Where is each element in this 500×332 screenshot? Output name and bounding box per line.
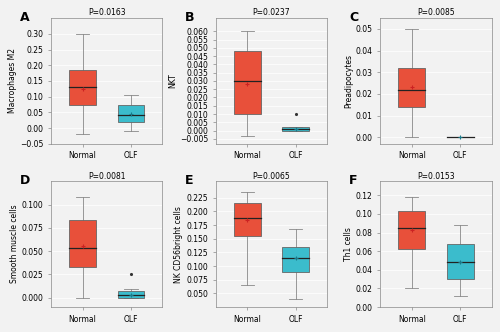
Y-axis label: NKT: NKT — [168, 74, 177, 88]
Bar — [70, 220, 96, 267]
Title: P=0.0085: P=0.0085 — [417, 8, 455, 17]
Bar — [70, 70, 96, 105]
Text: B: B — [184, 11, 194, 24]
Bar — [234, 203, 260, 236]
Bar — [118, 291, 144, 298]
Y-axis label: Macrophages M2: Macrophages M2 — [8, 48, 18, 114]
Bar — [398, 211, 425, 249]
Bar — [282, 127, 309, 130]
Bar — [398, 68, 425, 107]
Y-axis label: Smooth muscle cells: Smooth muscle cells — [10, 205, 19, 284]
Text: C: C — [349, 11, 358, 24]
Y-axis label: Th1 cells: Th1 cells — [344, 227, 353, 261]
Title: P=0.0163: P=0.0163 — [88, 8, 126, 17]
Title: P=0.0237: P=0.0237 — [252, 8, 290, 17]
Text: A: A — [20, 11, 30, 24]
Y-axis label: NK CD56bright cells: NK CD56bright cells — [174, 206, 184, 283]
Title: P=0.0081: P=0.0081 — [88, 172, 126, 181]
Bar — [118, 105, 144, 123]
Bar — [234, 51, 260, 114]
Bar — [447, 244, 473, 279]
Title: P=0.0153: P=0.0153 — [417, 172, 455, 181]
Text: D: D — [20, 174, 30, 187]
Bar — [282, 247, 309, 272]
Y-axis label: Preadipocytes: Preadipocytes — [344, 54, 353, 108]
Text: F: F — [349, 174, 358, 187]
Title: P=0.0065: P=0.0065 — [252, 172, 290, 181]
Text: E: E — [184, 174, 193, 187]
